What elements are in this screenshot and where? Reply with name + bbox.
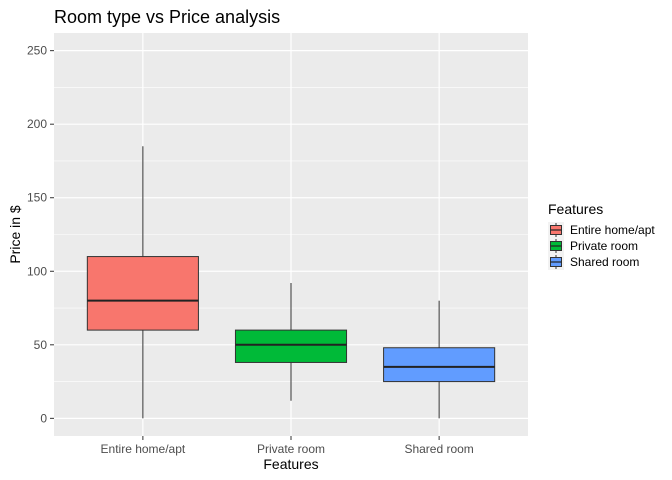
y-axis-title: Price in $ bbox=[7, 205, 23, 264]
box-2 bbox=[234, 283, 348, 401]
x-tick-label: Private room bbox=[257, 442, 325, 456]
legend-label: Shared room bbox=[570, 255, 639, 269]
legend: Features Entire home/apt Private room Shar… bbox=[548, 201, 655, 270]
y-tick-label: 0 bbox=[40, 411, 47, 425]
y-tick-label: 200 bbox=[27, 117, 47, 131]
x-axis-title: Features bbox=[263, 456, 318, 472]
box-body bbox=[234, 329, 348, 363]
y-tick-label: 150 bbox=[27, 191, 47, 205]
legend-key bbox=[548, 254, 564, 270]
x-tick-label: Entire home/apt bbox=[101, 442, 186, 456]
x-axis: Entire home/apt Private room Shared room bbox=[101, 436, 474, 456]
box-body bbox=[383, 347, 496, 383]
y-tick-label: 250 bbox=[27, 44, 47, 58]
y-tick-label: 100 bbox=[27, 264, 47, 278]
legend-key bbox=[548, 222, 564, 238]
box-3 bbox=[383, 300, 496, 419]
legend-label: Private room bbox=[570, 239, 638, 253]
x-tick-label: Shared room bbox=[404, 442, 473, 456]
chart-title: Room type vs Price analysis bbox=[54, 7, 280, 27]
box-1 bbox=[86, 146, 199, 419]
box-body bbox=[86, 256, 199, 331]
legend-key bbox=[548, 238, 564, 254]
y-axis: 0 50 100 150 200 250 bbox=[27, 44, 54, 425]
legend-label: Entire home/apt bbox=[570, 223, 655, 237]
legend-title: Features bbox=[548, 201, 603, 217]
y-tick-label: 50 bbox=[34, 338, 48, 352]
boxplot-series bbox=[86, 146, 496, 419]
